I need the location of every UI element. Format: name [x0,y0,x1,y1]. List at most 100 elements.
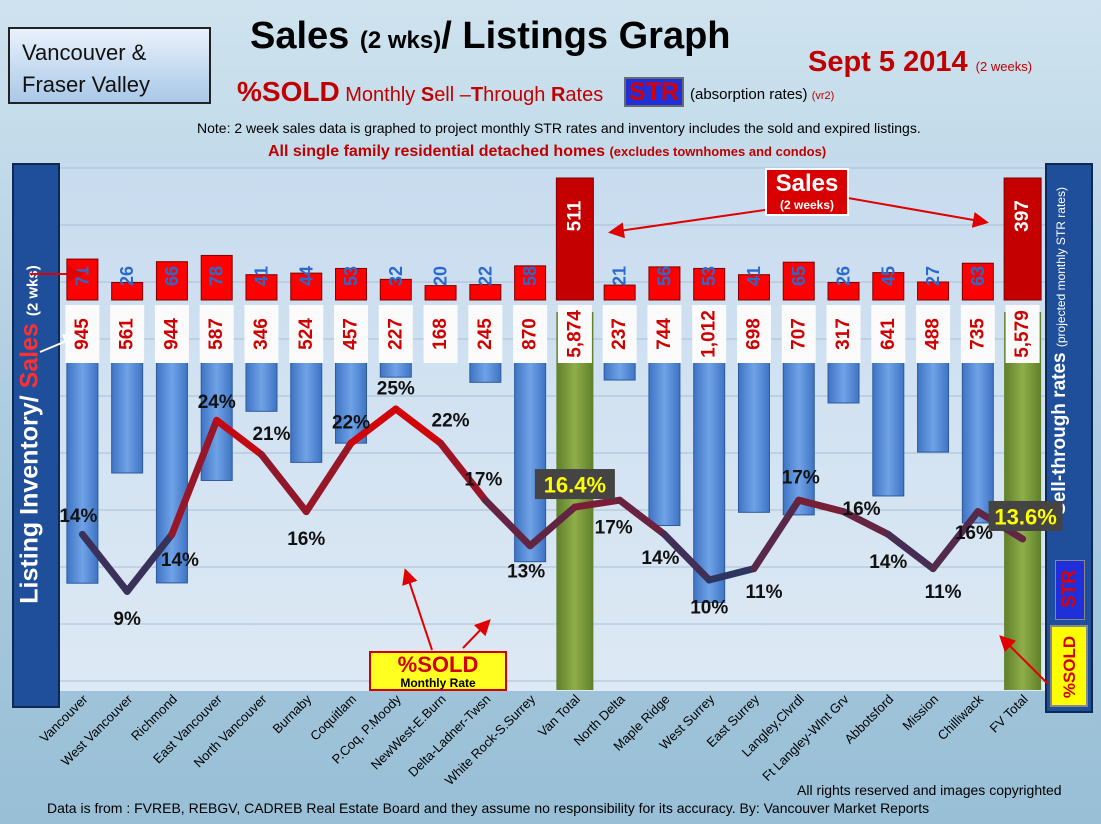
sales-value-label: 45 [878,266,898,286]
sold-line-segment [795,496,848,516]
sales-callout-title: Sales [775,170,839,197]
category-label: Abbotsford [841,692,896,747]
chart-scope: All single family residential detached h… [268,143,826,161]
inventory-value-label: 587 [206,318,227,350]
inventory-value-label: 168 [430,318,451,350]
inventory-value-label: 561 [117,318,138,350]
inventory-label-box [334,305,369,363]
sales-value-label: 20 [431,266,451,286]
total-sold-label: 13.6% [994,504,1056,529]
sales-bar [469,284,502,301]
inventory-value-label: 457 [341,318,362,350]
chart-note: Note: 2 week sales data is graphed to pr… [197,120,921,136]
inventory-label-box [378,305,413,363]
category-label: Delta-Ladner-Twsn [405,692,493,780]
inventory-value-label: 870 [520,318,541,350]
region-line-2: Fraser Valley [22,72,150,97]
inventory-value-label: 5,579 [1012,310,1033,358]
sold-line-segment [392,405,445,447]
sales-value-label: 26 [117,266,137,286]
inventory-label-box [199,305,234,363]
title-rest: / Listings Graph [441,15,731,57]
sold-line-segment [481,496,534,550]
sold-line-segment [840,508,892,538]
sold-pct-label: 14% [869,552,907,573]
sales-value-label: 53 [699,266,719,286]
inventory-bar [556,312,594,690]
sold-pct-label: 17% [782,468,820,489]
inventory-value-label: 945 [72,318,93,350]
subtitle-p0: Monthly [345,84,421,106]
inventory-value-label: 524 [296,318,317,350]
right-axis-panel [1045,163,1093,713]
sales-value-label: 66 [162,266,182,286]
sales-bar [555,177,594,301]
report-date: Sept 5 2014 (2 weeks) [808,46,1032,79]
sold-line-segment [78,530,131,595]
sales-bar [603,284,636,301]
sales-value-label: 41 [251,266,271,286]
sales-bar [424,285,457,301]
category-label: Chilliwack [934,691,986,743]
sales-bar [917,281,950,301]
inventory-value-label: 488 [923,318,944,350]
sales-value-label: 56 [654,266,674,286]
sales-value-label: 22 [475,266,495,286]
sales-bar [782,261,815,301]
sales-bar [335,267,368,301]
sales-value-label: 63 [968,266,988,286]
sold-pct-label: 25% [377,379,415,400]
sales-bar [693,267,726,301]
inventory-label-box [602,305,637,363]
sales-callout-sub: (2 weeks) [779,198,835,212]
inventory-label-box [871,305,906,363]
sales-bar [872,272,905,301]
inventory-value-label: 227 [385,318,406,350]
sales-bar [290,272,323,301]
sold-pct-label: 22% [432,411,470,432]
subtitle-p5: R [550,84,566,106]
sold-line-segment [168,416,221,538]
sold-pct-label: 17% [595,518,633,539]
sold-line-layer [78,405,1027,595]
sold-line-segment [884,530,937,573]
sales-value-label: 78 [207,266,227,286]
sold-rate-sub: Monthly Rate [400,676,476,690]
subtitle-p6: ates [565,84,604,106]
inventory-label-box [154,305,189,363]
sold-line-segment [437,439,489,504]
absorption-note: (absorption rates) (vr2) [690,86,834,103]
sales-value-label: 27 [923,266,943,286]
sales-bar [737,274,770,301]
inventory-value-label: 641 [878,318,899,350]
sold-rate-title: %SOLD [397,652,479,677]
inventory-value-label: 698 [743,318,764,350]
sold-pct-label: 24% [198,392,236,413]
inventory-value-label: 5,874 [564,310,585,358]
sales-value-label: 53 [341,266,361,286]
sold-line-segment [750,496,803,573]
sold-pct-label: 17% [464,470,502,491]
subtitle: %SOLD Monthly Sell –Through Rates [237,76,603,108]
inventory-label-box [916,305,951,363]
sold-pct-label: 10% [690,598,728,619]
page-title: Sales (2 wks)/ Listings Graph [250,15,731,58]
sales-value-label: 44 [296,266,316,286]
subtitle-p1: S [420,84,435,106]
sold-pct-label: 16% [843,499,881,520]
sales-value-label: 21 [610,266,630,286]
subtitle-p2: ell – [434,84,471,106]
sold-pct-label: 16% [287,529,325,550]
sold-rate-box: %SOLD Monthly Rate [369,651,507,691]
left-axis-panel [12,163,60,708]
region-label: Vancouver & Fraser Valley [8,27,211,104]
inventory-label-box [826,305,861,363]
labels-layer: 7194526561669447858741346445245345732227… [59,200,1063,630]
inventory-label-box [557,305,592,363]
sold-pct-label: 22% [332,413,370,434]
str-vertical-badge: STR [1055,560,1085,620]
category-label: FV Total [987,691,1031,735]
inventory-value-label: 245 [475,318,496,350]
sold-pct-label: 16% [955,523,993,544]
